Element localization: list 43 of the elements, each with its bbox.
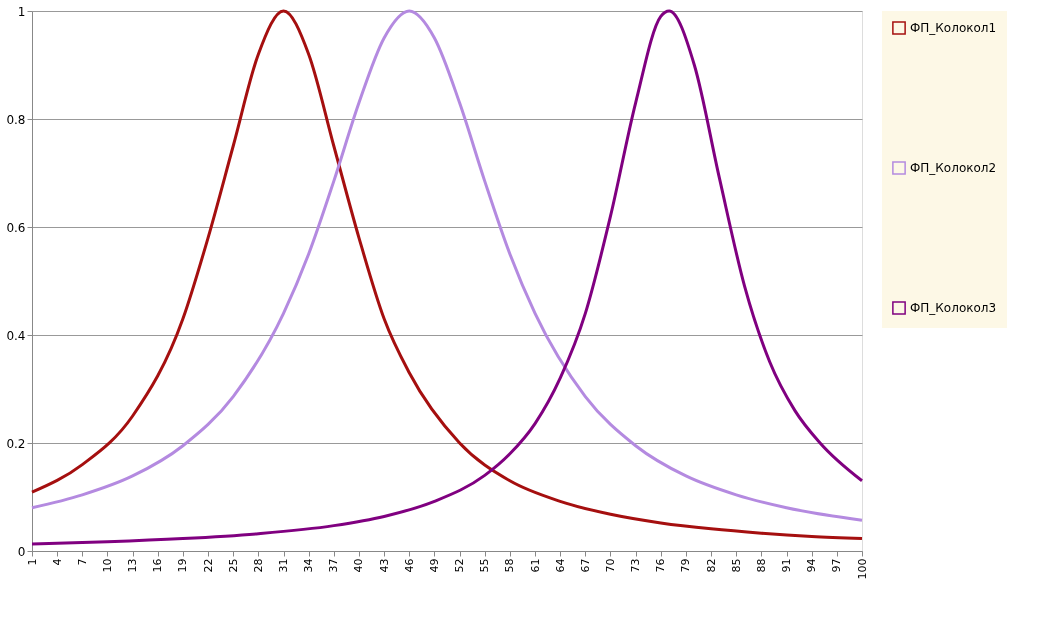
x-tick-label: 1 bbox=[25, 558, 39, 566]
x-tick-label: 70 bbox=[603, 558, 617, 573]
x-tick-label: 82 bbox=[704, 558, 718, 573]
x-tick-label: 64 bbox=[553, 558, 567, 573]
x-tick-label: 22 bbox=[201, 558, 215, 573]
x-tick-label: 7 bbox=[75, 558, 89, 566]
x-tick-label: 34 bbox=[302, 558, 316, 573]
x-tick-label: 61 bbox=[528, 558, 542, 573]
x-tick-label: 10 bbox=[100, 558, 114, 573]
x-tick-label: 16 bbox=[151, 558, 165, 573]
x-tick-label: 97 bbox=[830, 558, 844, 573]
legend-label: ФП_Колокол3 bbox=[910, 301, 997, 315]
x-tick-label: 76 bbox=[654, 558, 668, 573]
x-tick-label: 28 bbox=[251, 558, 265, 573]
x-tick-label: 13 bbox=[126, 558, 140, 573]
x-tick-label: 94 bbox=[805, 558, 819, 573]
x-tick-label: 37 bbox=[327, 558, 341, 573]
x-tick-label: 85 bbox=[729, 558, 743, 573]
x-tick-label: 52 bbox=[453, 558, 467, 573]
y-tick-label: 0.2 bbox=[6, 436, 26, 451]
y-tick-label: 0.8 bbox=[6, 112, 26, 127]
x-tick-label: 100 bbox=[855, 558, 869, 580]
y-tick-label: 1 bbox=[17, 4, 26, 19]
legend-label: ФП_Колокол1 bbox=[910, 21, 997, 35]
legend-label: ФП_Колокол2 bbox=[910, 161, 997, 175]
y-tick-label: 0 bbox=[17, 544, 26, 559]
x-tick-label: 19 bbox=[176, 558, 190, 573]
x-tick-label: 67 bbox=[578, 558, 592, 573]
x-tick-label: 43 bbox=[377, 558, 391, 573]
x-tick-label: 79 bbox=[679, 558, 693, 573]
x-tick-label: 55 bbox=[478, 558, 492, 573]
x-tick-label: 91 bbox=[780, 558, 794, 573]
x-tick-label: 4 bbox=[50, 558, 64, 566]
y-tick-label: 0.4 bbox=[6, 328, 26, 343]
x-tick-label: 46 bbox=[402, 558, 416, 573]
x-tick-label: 88 bbox=[754, 558, 768, 573]
x-tick-label: 40 bbox=[352, 558, 366, 573]
x-tick-label: 58 bbox=[503, 558, 517, 573]
y-tick-label: 0.6 bbox=[6, 220, 26, 235]
x-tick-label: 73 bbox=[629, 558, 643, 573]
x-tick-label: 25 bbox=[226, 558, 240, 573]
x-tick-label: 31 bbox=[277, 558, 291, 573]
x-tick-label: 49 bbox=[427, 558, 441, 573]
